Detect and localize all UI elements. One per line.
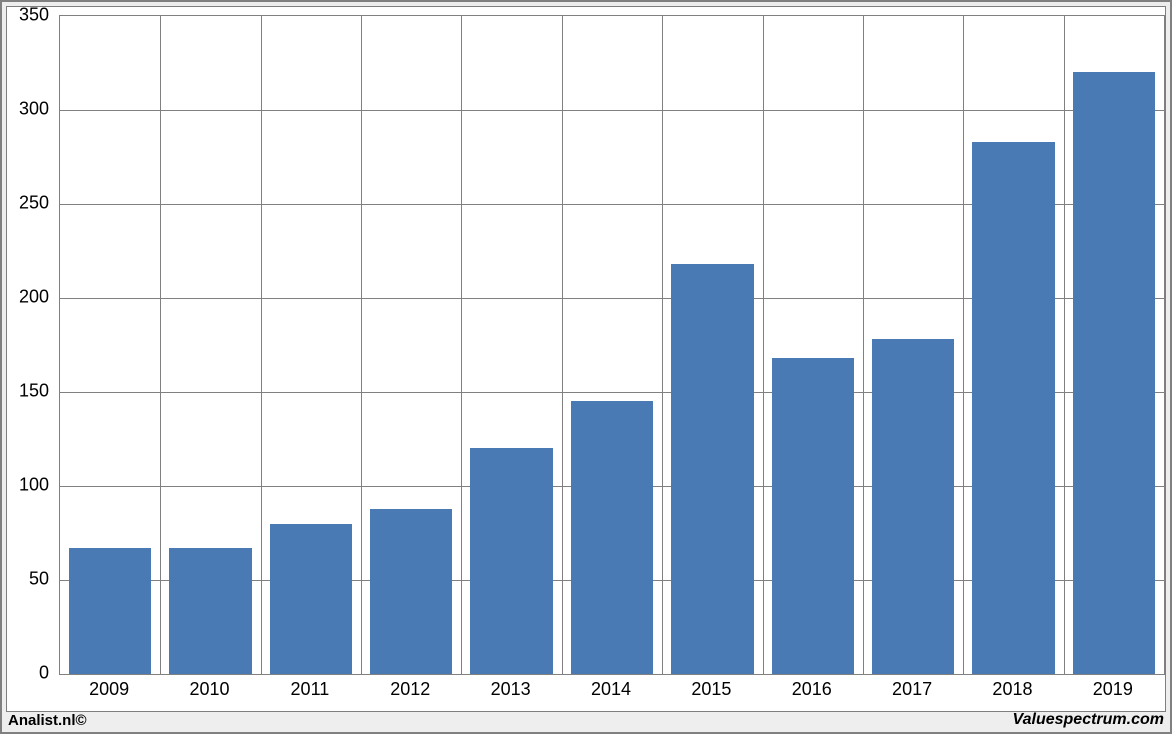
y-tick-label: 200 <box>1 287 49 308</box>
x-tick-label: 2010 <box>190 679 230 700</box>
gridline-vertical <box>160 16 161 674</box>
y-tick-label: 100 <box>1 475 49 496</box>
x-tick-label: 2016 <box>792 679 832 700</box>
y-tick-label: 150 <box>1 381 49 402</box>
gridline-vertical <box>863 16 864 674</box>
x-tick-label: 2019 <box>1093 679 1133 700</box>
bar <box>772 358 854 674</box>
y-tick-label: 250 <box>1 193 49 214</box>
x-tick-label: 2015 <box>691 679 731 700</box>
bar <box>69 548 151 674</box>
gridline-vertical <box>1064 16 1065 674</box>
y-tick-label: 50 <box>1 569 49 590</box>
x-tick-label: 2011 <box>291 679 330 700</box>
bar <box>169 548 251 674</box>
gridline-vertical <box>361 16 362 674</box>
bar <box>972 142 1054 674</box>
footer-right-text: Valuespectrum.com <box>1013 711 1164 729</box>
chart-inner-frame: 050100150200250300350 200920102011201220… <box>6 6 1166 712</box>
y-tick-label: 0 <box>1 663 49 684</box>
gridline-vertical <box>261 16 262 674</box>
x-tick-label: 2013 <box>491 679 531 700</box>
bar <box>470 448 552 674</box>
x-tick-label: 2014 <box>591 679 631 700</box>
gridline-vertical <box>763 16 764 674</box>
bar <box>571 401 653 674</box>
bar <box>370 509 452 674</box>
footer-left-text: Analist.nl© <box>8 712 87 729</box>
bar <box>671 264 753 674</box>
bar <box>1073 72 1155 674</box>
gridline-horizontal <box>60 110 1164 111</box>
gridline-vertical <box>562 16 563 674</box>
x-tick-label: 2017 <box>892 679 932 700</box>
gridline-vertical <box>662 16 663 674</box>
bar <box>872 339 954 674</box>
chart-footer: Analist.nl© Valuespectrum.com <box>8 710 1164 730</box>
y-tick-label: 350 <box>1 5 49 26</box>
bar <box>270 524 352 674</box>
y-tick-label: 300 <box>1 99 49 120</box>
x-tick-label: 2012 <box>390 679 430 700</box>
plot-area <box>59 15 1165 675</box>
gridline-vertical <box>461 16 462 674</box>
x-tick-label: 2009 <box>89 679 129 700</box>
gridline-vertical <box>963 16 964 674</box>
chart-outer-frame: 0 50 100 150 200 250 300 350 2009 2010 2011 2012 20… <box>0 0 1172 734</box>
x-tick-label: 2018 <box>992 679 1032 700</box>
